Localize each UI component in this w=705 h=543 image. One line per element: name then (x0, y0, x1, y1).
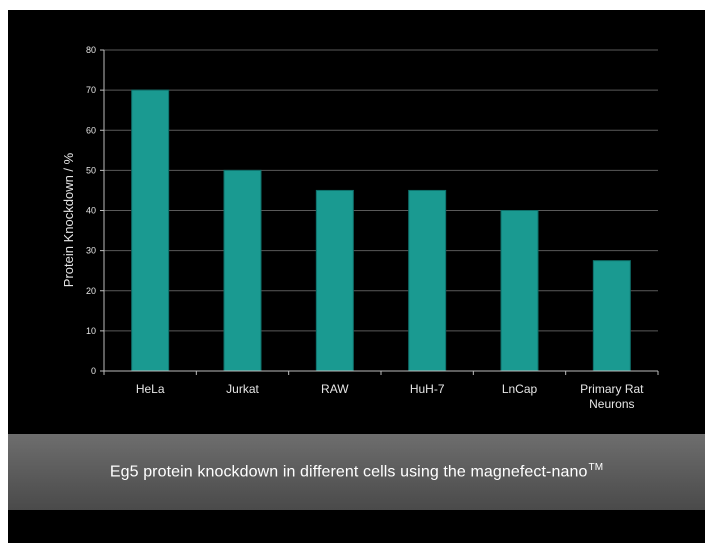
x-category-label: Primary Rat (580, 382, 644, 396)
x-category-labels: HeLa Jurkat RAW HuH-7 LnCap Primary RatNeuron… (136, 382, 644, 411)
bar-3 (408, 189, 447, 372)
caption-main: Eg5 protein knockdown in different cells… (109, 463, 588, 481)
y-axis-label: Protein Knockdown / % (61, 152, 76, 287)
y-tick-label: 60 (86, 125, 96, 135)
caption-band: Eg5 protein knockdown in different cells… (8, 434, 705, 510)
caption-text: Eg5 protein knockdown in different cells… (110, 462, 603, 481)
y-tick-label: 0 (91, 366, 96, 376)
y-tick-labels: 0 10 20 30 40 50 60 70 80 (86, 45, 96, 376)
axes (100, 49, 659, 375)
grid-lines (104, 49, 658, 332)
bar-2 (315, 189, 354, 372)
trademark-mark: TM (588, 462, 604, 474)
x-category-label: RAW (321, 382, 349, 396)
x-category-label: HeLa (136, 382, 165, 396)
y-tick-label: 80 (86, 45, 96, 55)
y-tick-label: 20 (86, 286, 96, 296)
x-category-label: Neurons (589, 397, 634, 411)
x-category-label: Jurkat (226, 382, 259, 396)
y-tick-label: 70 (86, 85, 96, 95)
bar-1 (223, 169, 262, 372)
x-category-label: HuH-7 (410, 382, 445, 396)
bar-4 (500, 210, 539, 372)
bar-5 (592, 260, 631, 372)
bar-0 (131, 89, 170, 372)
bars (131, 89, 631, 372)
y-tick-label: 30 (86, 246, 96, 256)
slide-frame: 0 10 20 30 40 50 60 70 80 HeLa Jurkat RAW HuH-7 LnCa… (8, 10, 705, 543)
bar-chart: 0 10 20 30 40 50 60 70 80 HeLa Jurkat RAW HuH-7 LnCa… (61, 45, 659, 411)
y-tick-label: 10 (86, 326, 96, 336)
y-tick-label: 40 (86, 206, 96, 216)
x-category-label: LnCap (502, 382, 538, 396)
y-tick-label: 50 (86, 165, 96, 175)
